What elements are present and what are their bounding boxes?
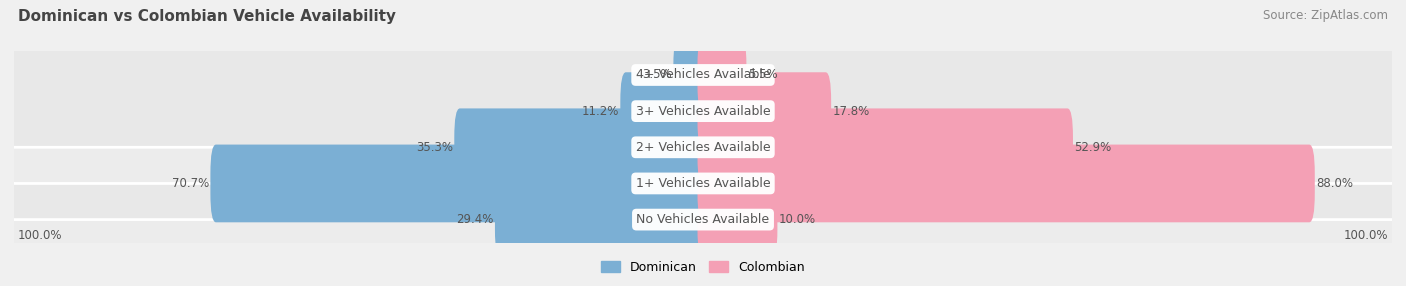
FancyBboxPatch shape	[4, 111, 1402, 256]
Text: No Vehicles Available: No Vehicles Available	[637, 213, 769, 226]
FancyBboxPatch shape	[4, 3, 1402, 147]
FancyBboxPatch shape	[620, 72, 709, 150]
Text: 70.7%: 70.7%	[172, 177, 209, 190]
Text: 3+ Vehicles Available: 3+ Vehicles Available	[636, 105, 770, 118]
Text: 10.0%: 10.0%	[779, 213, 815, 226]
Text: 35.3%: 35.3%	[416, 141, 453, 154]
Text: 52.9%: 52.9%	[1074, 141, 1112, 154]
Text: 5.5%: 5.5%	[748, 68, 778, 82]
Text: 1+ Vehicles Available: 1+ Vehicles Available	[636, 177, 770, 190]
Text: 29.4%: 29.4%	[456, 213, 494, 226]
FancyBboxPatch shape	[697, 72, 831, 150]
Text: 17.8%: 17.8%	[832, 105, 870, 118]
Text: Source: ZipAtlas.com: Source: ZipAtlas.com	[1263, 9, 1388, 21]
FancyBboxPatch shape	[697, 145, 1315, 222]
Text: 88.0%: 88.0%	[1316, 177, 1353, 190]
FancyBboxPatch shape	[697, 36, 747, 114]
Text: 100.0%: 100.0%	[1344, 229, 1389, 242]
Text: Dominican vs Colombian Vehicle Availability: Dominican vs Colombian Vehicle Availabil…	[18, 9, 396, 23]
FancyBboxPatch shape	[4, 39, 1402, 183]
Text: 2+ Vehicles Available: 2+ Vehicles Available	[636, 141, 770, 154]
Text: 100.0%: 100.0%	[17, 229, 62, 242]
Legend: Dominican, Colombian: Dominican, Colombian	[596, 256, 810, 279]
FancyBboxPatch shape	[495, 181, 709, 259]
FancyBboxPatch shape	[697, 181, 778, 259]
Text: 4+ Vehicles Available: 4+ Vehicles Available	[636, 68, 770, 82]
FancyBboxPatch shape	[673, 36, 709, 114]
FancyBboxPatch shape	[454, 108, 709, 186]
FancyBboxPatch shape	[697, 108, 1073, 186]
FancyBboxPatch shape	[211, 145, 709, 222]
Text: 11.2%: 11.2%	[582, 105, 619, 118]
Text: 3.5%: 3.5%	[643, 68, 672, 82]
FancyBboxPatch shape	[4, 147, 1402, 286]
FancyBboxPatch shape	[4, 75, 1402, 220]
